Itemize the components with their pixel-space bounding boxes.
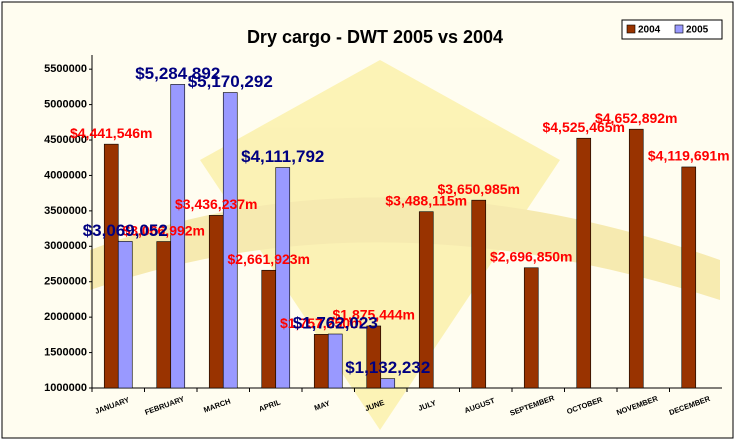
data-label: $3,650,985m [437, 181, 520, 197]
legend-swatch [626, 24, 636, 34]
data-label: $1,132,232 [345, 358, 430, 377]
y-tick-label: 2000000 [44, 311, 87, 323]
data-label: $2,696,850m [490, 248, 573, 264]
data-label: $3,066,992m [122, 222, 205, 238]
data-label: $3,069,052 [83, 221, 168, 240]
bar [275, 167, 291, 389]
data-label: $4,652,892m [595, 110, 678, 126]
y-tick-label: 5500000 [44, 63, 87, 75]
bar [222, 92, 238, 389]
y-tick-label: 3000000 [44, 240, 87, 252]
y-tick-label: 3500000 [44, 205, 87, 217]
data-label: $4,119,691m [648, 148, 730, 164]
data-label: $4,525,465m [542, 119, 625, 135]
bar [327, 333, 343, 389]
bar [681, 166, 697, 389]
legend-label: 2005 [686, 25, 709, 36]
data-label: $1,762,023 [293, 313, 378, 332]
bar [366, 325, 382, 389]
bar [576, 137, 592, 389]
y-tick-label: 2500000 [44, 276, 87, 288]
y-tick-label: 4000000 [44, 169, 87, 181]
bar [156, 241, 172, 389]
data-label: $2,661,923m [227, 251, 310, 267]
y-tick-label: 5000000 [44, 99, 87, 111]
y-tick-label: 1000000 [44, 382, 87, 394]
bar [523, 267, 539, 389]
legend-swatch [674, 24, 684, 34]
watermark-band [90, 197, 720, 300]
watermark-shape [200, 60, 560, 430]
bar [261, 269, 277, 389]
bar [313, 334, 329, 389]
chart-title: Dry cargo - DWT 2005 vs 2004 [247, 27, 503, 47]
data-label: $4,441,546m [70, 125, 153, 141]
bar [103, 143, 119, 389]
legend-label: 2004 [638, 25, 661, 36]
bar [471, 199, 487, 389]
data-label: $3,488,115m [385, 192, 467, 208]
bar [170, 84, 186, 389]
data-label: $1,875,444m [332, 307, 415, 323]
bar [208, 215, 224, 389]
y-tick-label: 4500000 [44, 134, 87, 146]
watermark [90, 60, 720, 430]
data-label: $5,284,892 [135, 64, 220, 83]
bar [628, 128, 644, 389]
bar [418, 211, 434, 389]
data-label: $3,436,237m [175, 196, 258, 212]
bar [117, 241, 133, 389]
bar [380, 378, 396, 389]
y-tick-label: 1500000 [44, 346, 87, 358]
data-label: $4,111,792 [241, 147, 324, 166]
data-label: $5,170,292 [188, 72, 273, 91]
legend [621, 19, 723, 40]
data-label: $1,757,250m [280, 315, 363, 331]
